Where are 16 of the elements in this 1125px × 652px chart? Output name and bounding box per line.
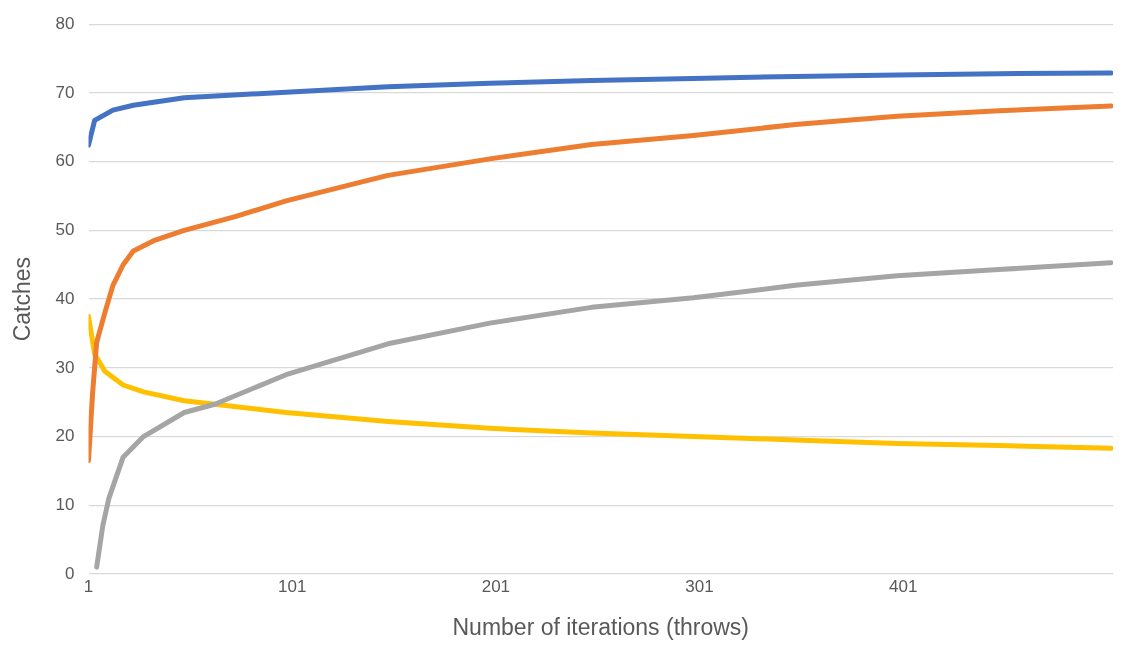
y-tick-label: 40 [55,288,75,308]
y-tick-label: 30 [55,357,75,377]
y-axis-title: Catches [9,256,36,342]
x-axis-title: Number of iterations (throws) [452,613,750,640]
y-tick-label: 80 [55,13,75,33]
x-tick-label: 101 [278,576,307,596]
x-tick-label: 201 [481,576,511,596]
x-tick-label: 301 [685,576,714,596]
y-tick-label: 10 [55,494,75,514]
x-tick-label: 401 [889,576,918,596]
y-tick-label: 70 [55,82,75,102]
y-tick-label: 0 [65,563,75,583]
y-tick-label: 20 [55,426,75,446]
x-tick-label: 1 [83,576,94,596]
y-tick-label: 50 [55,220,75,240]
y-tick-label: 60 [55,151,75,171]
